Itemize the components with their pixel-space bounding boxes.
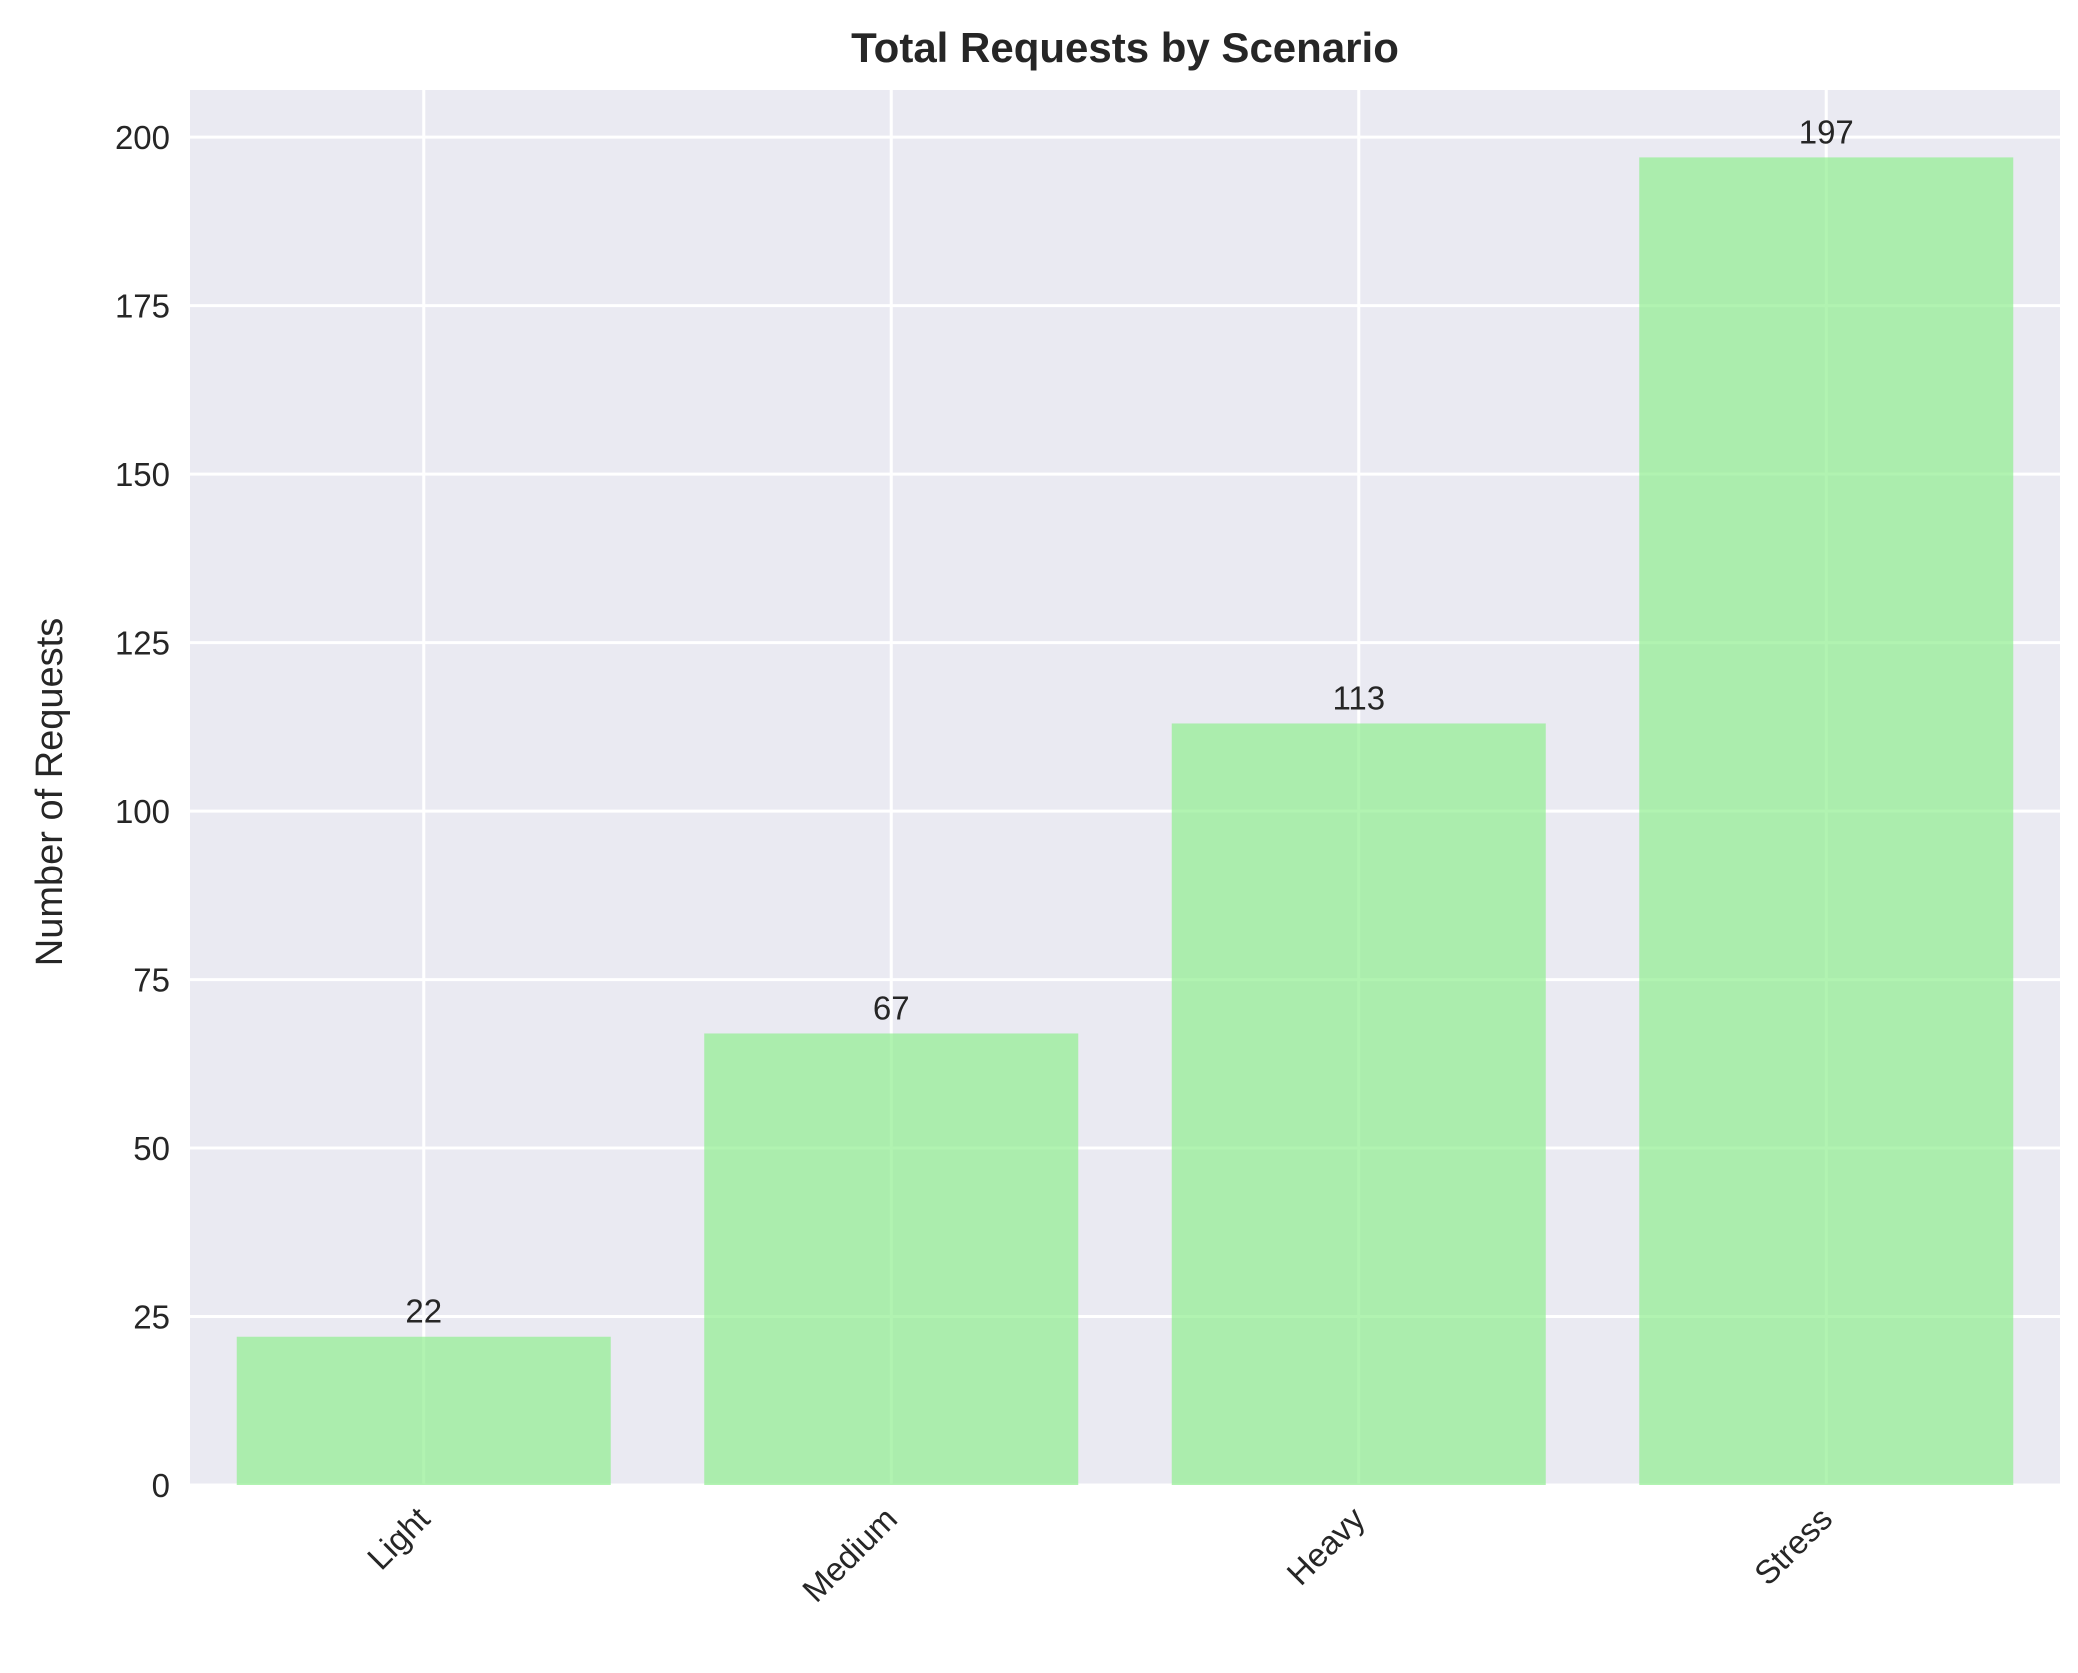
y-tick-label: 0 <box>152 1467 170 1504</box>
chart-title: Total Requests by Scenario <box>851 24 1399 71</box>
bar-medium <box>704 1033 1079 1485</box>
y-axis-ticks: 0 25 50 75 100 125 150 175 200 <box>115 119 170 1504</box>
y-tick-label: 125 <box>115 625 170 662</box>
bars <box>236 157 2014 1485</box>
y-tick-label: 200 <box>115 119 170 156</box>
data-label-light: 22 <box>405 1293 442 1330</box>
y-tick-label: 50 <box>133 1130 170 1167</box>
y-axis-label: Number of Requests <box>29 618 71 967</box>
y-tick-label: 150 <box>115 456 170 493</box>
data-labels: 22 67 113 197 <box>405 113 1853 1329</box>
y-tick-label: 175 <box>115 288 170 325</box>
bar-light <box>236 1336 611 1485</box>
y-tick-label: 25 <box>133 1299 170 1336</box>
y-tick-label: 100 <box>115 793 170 830</box>
data-label-stress: 197 <box>1799 113 1854 150</box>
data-label-medium: 67 <box>873 989 910 1026</box>
data-label-heavy: 113 <box>1332 679 1385 716</box>
y-tick-label: 75 <box>133 962 170 999</box>
bar-heavy <box>1171 723 1546 1485</box>
bar-stress <box>1639 157 2014 1485</box>
